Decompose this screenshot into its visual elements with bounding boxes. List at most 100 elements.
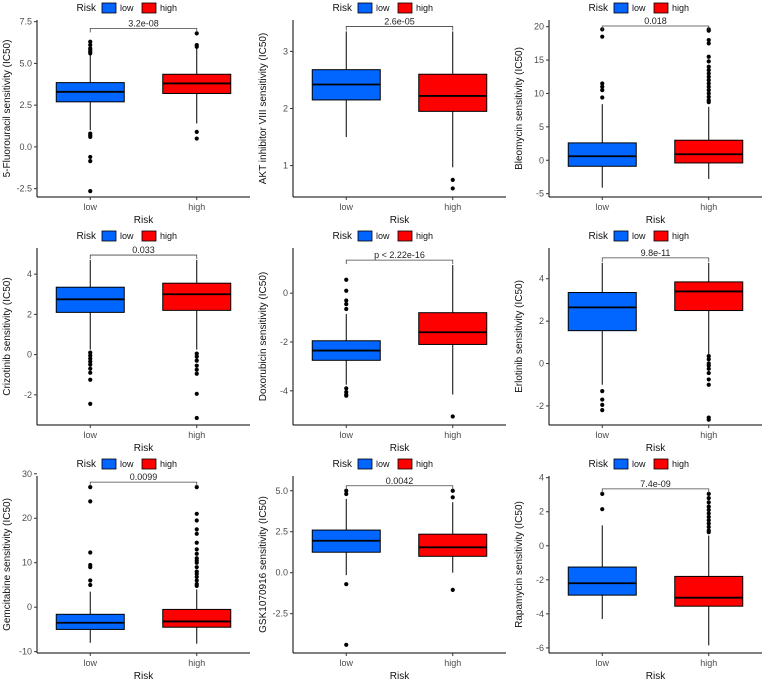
outlier-point bbox=[344, 277, 349, 282]
outlier-point bbox=[706, 496, 711, 501]
outlier-point bbox=[88, 51, 93, 56]
box-body bbox=[162, 608, 232, 628]
outlier-point bbox=[88, 359, 93, 364]
box-low bbox=[55, 39, 125, 194]
legend-title: Risk bbox=[77, 459, 97, 470]
box-low bbox=[55, 260, 125, 406]
outlier-point bbox=[600, 84, 605, 89]
outlier-point bbox=[88, 499, 93, 504]
y-tick-label: 0.0 bbox=[275, 568, 288, 578]
outlier-point bbox=[88, 42, 93, 48]
pvalue-label: 3.2e-08 bbox=[128, 18, 159, 28]
legend: Risk low high bbox=[77, 458, 177, 470]
x-tick-label-high: high bbox=[444, 658, 461, 668]
legend-key-high bbox=[397, 2, 413, 14]
box-low bbox=[311, 31, 381, 138]
outlier-point bbox=[706, 74, 711, 79]
outlier-point bbox=[706, 524, 711, 530]
outlier-point bbox=[88, 154, 93, 160]
pvalue-bracket bbox=[345, 485, 454, 490]
y-tick-label: 2 bbox=[539, 507, 544, 517]
y-tick-label: 2 bbox=[283, 104, 288, 114]
pvalue-bracket bbox=[601, 257, 710, 262]
y-tick-label: 10 bbox=[534, 88, 544, 98]
outlier-point bbox=[706, 357, 711, 362]
outlier-point bbox=[344, 393, 349, 398]
pvalue-label: 0.0099 bbox=[130, 472, 158, 482]
outlier-point bbox=[344, 298, 349, 303]
legend-label-low: low bbox=[632, 231, 646, 241]
box-body bbox=[418, 73, 488, 112]
outlier-point bbox=[706, 78, 711, 83]
y-tick-label: -2 bbox=[536, 401, 544, 411]
legend-key-low bbox=[101, 458, 117, 470]
x-axis-title: Risk bbox=[646, 443, 666, 454]
outlier-point bbox=[194, 415, 199, 421]
legend-label-high: high bbox=[416, 459, 433, 469]
y-tick-label: 0 bbox=[539, 541, 544, 551]
outlier-point bbox=[600, 388, 605, 394]
outlier-point bbox=[706, 363, 711, 368]
outlier-point bbox=[450, 587, 455, 593]
legend-label-low: low bbox=[376, 231, 390, 241]
y-tick-label: 0 bbox=[27, 602, 32, 612]
y-tick-label: 5.0 bbox=[19, 58, 32, 68]
outlier-point bbox=[88, 370, 93, 375]
outlier-point bbox=[706, 64, 711, 69]
outlier-point bbox=[194, 363, 199, 368]
y-tick-label: 4 bbox=[539, 274, 544, 284]
chart-panel-6: Risk low high -2 0 2 4 low high Risk Erlotinib sen… bbox=[514, 230, 762, 454]
x-tick-label-high: high bbox=[700, 658, 717, 668]
y-tick-label: 10 bbox=[22, 558, 32, 568]
y-axis-title: GSK1070916 sensitivity (IC50) bbox=[258, 496, 269, 633]
chart-panel-3: Risk low high -5 0 5 10 15 20 low high Risk Bleomyci… bbox=[514, 2, 762, 226]
x-tick-label-low: low bbox=[339, 658, 353, 668]
legend: Risk low high bbox=[77, 2, 177, 14]
legend-key-high bbox=[653, 458, 669, 470]
x-tick-label-high: high bbox=[188, 430, 205, 440]
y-tick-label: 30 bbox=[22, 469, 32, 479]
outlier-point bbox=[194, 367, 199, 372]
y-tick-label: 5.0 bbox=[275, 486, 288, 496]
box-high bbox=[674, 491, 744, 646]
legend-label-high: high bbox=[672, 231, 689, 241]
y-axis-title: Crizotinib sensitivity (IC50) bbox=[2, 277, 13, 395]
legend-key-high bbox=[653, 230, 669, 242]
outlier-point bbox=[194, 565, 199, 570]
outlier-point bbox=[600, 402, 605, 407]
outlier-point bbox=[450, 186, 455, 191]
y-tick-label: 4 bbox=[539, 473, 544, 483]
box-body bbox=[674, 281, 744, 312]
outlier-point bbox=[88, 565, 93, 570]
legend-key-low bbox=[613, 230, 629, 242]
y-axis-title: Erlotinib sensitivity (IC50) bbox=[514, 280, 525, 393]
box-body bbox=[567, 142, 637, 167]
box-body bbox=[674, 139, 744, 164]
x-axis-title: Risk bbox=[646, 215, 666, 226]
legend-title: Risk bbox=[589, 3, 609, 14]
chart-panel-5: Risk low high -4 -2 0 low high Risk Doxorubicin s… bbox=[258, 230, 506, 454]
x-tick-label-low: low bbox=[595, 658, 609, 668]
x-axis-title: Risk bbox=[390, 671, 410, 682]
y-tick-label: 0 bbox=[539, 359, 544, 369]
outlier-point bbox=[194, 571, 199, 576]
y-tick-label: 15 bbox=[534, 55, 544, 65]
outlier-point bbox=[706, 417, 711, 422]
outlier-point bbox=[450, 495, 455, 500]
outlier-point bbox=[600, 507, 605, 512]
legend-label-high: high bbox=[160, 231, 177, 241]
outlier-point bbox=[706, 377, 711, 382]
pvalue-label: 7.4e-09 bbox=[640, 479, 671, 489]
outlier-point bbox=[88, 189, 93, 194]
outlier-point bbox=[706, 28, 711, 33]
outlier-point bbox=[706, 81, 711, 86]
outlier-point bbox=[88, 134, 93, 139]
outlier-point bbox=[450, 177, 455, 182]
pvalue-bracket bbox=[601, 25, 710, 30]
legend-key-high bbox=[397, 230, 413, 242]
outlier-point bbox=[88, 158, 93, 164]
outlier-point bbox=[194, 540, 199, 545]
pvalue-bracket bbox=[601, 488, 710, 493]
y-tick-label: -2 bbox=[536, 575, 544, 585]
outlier-point bbox=[706, 504, 711, 509]
